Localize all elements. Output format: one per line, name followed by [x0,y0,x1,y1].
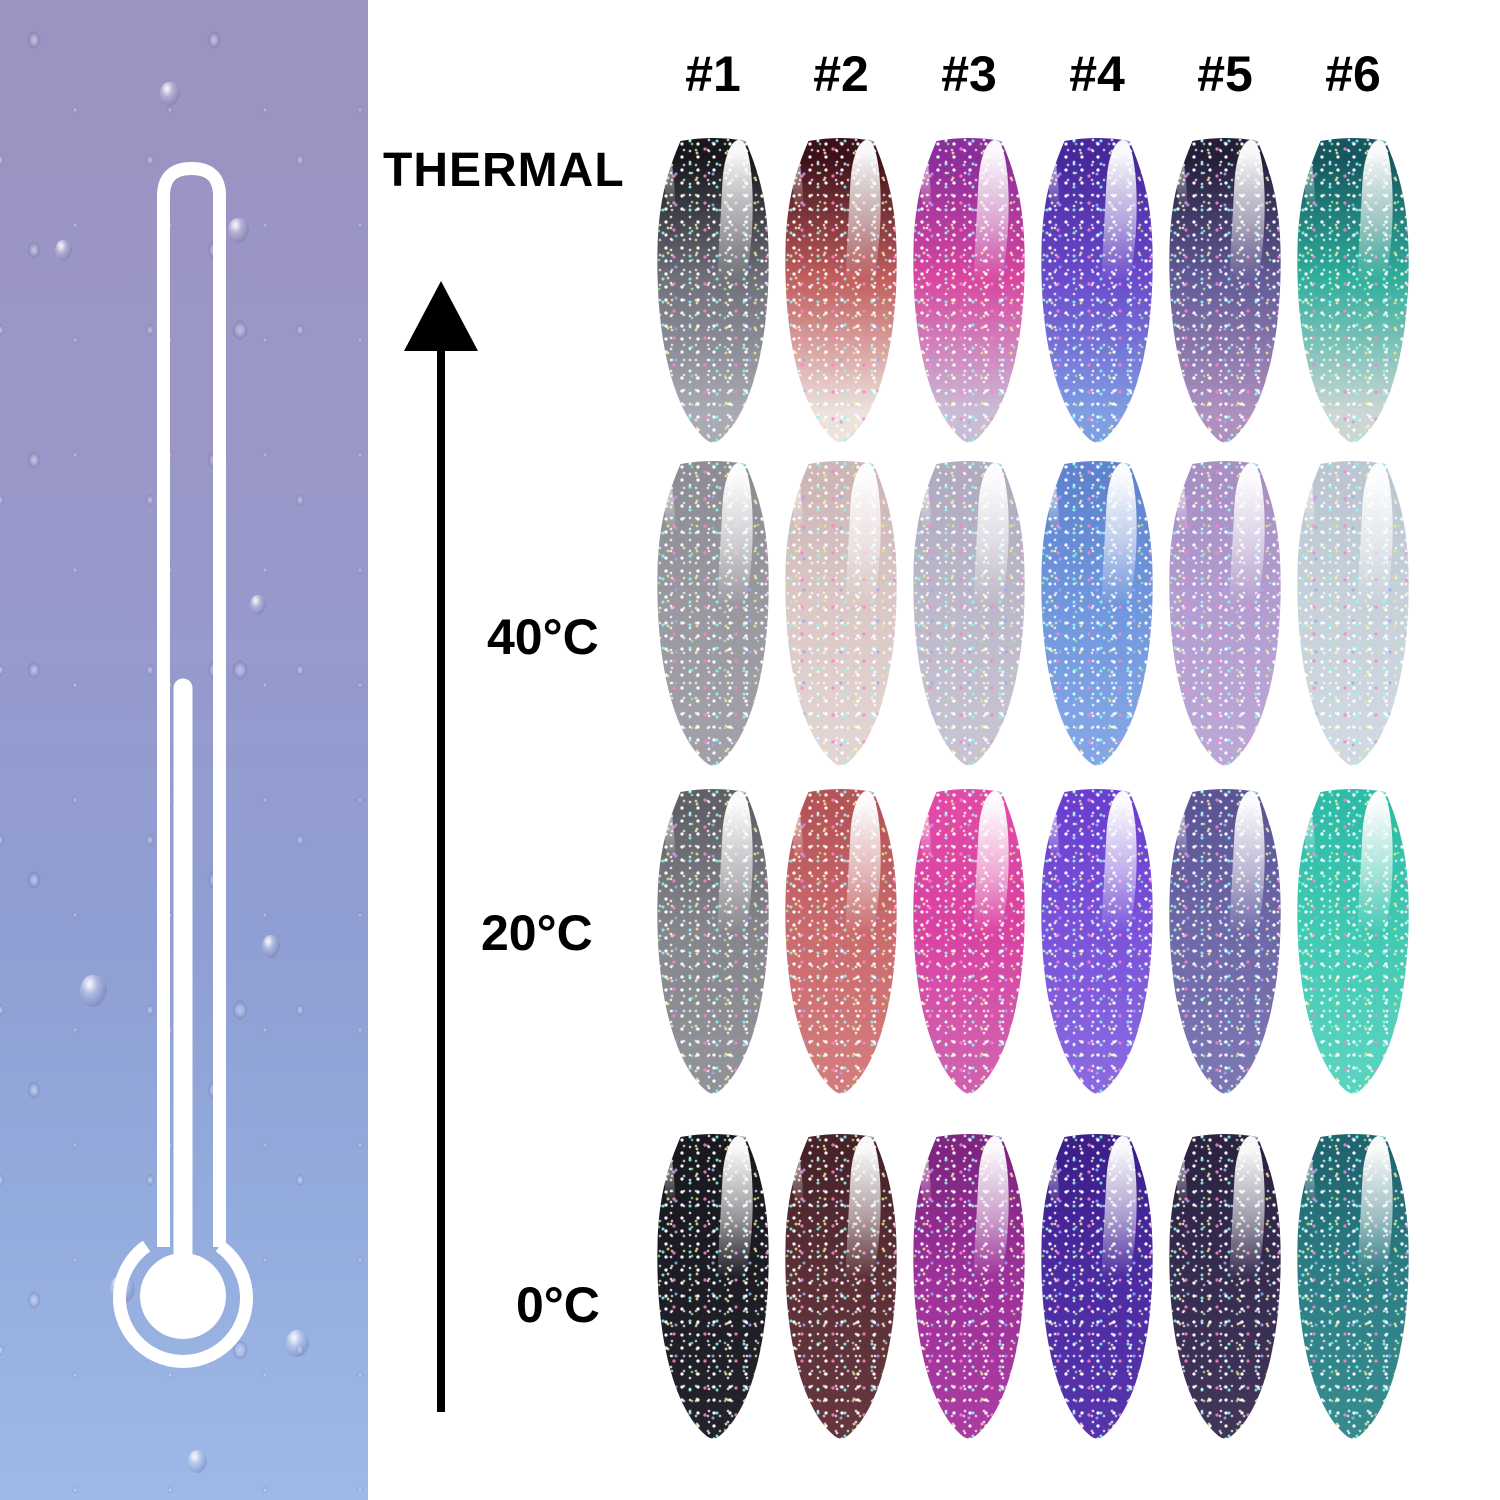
nail-swatch-5 [1169,137,1282,443]
nail-swatch-5 [1169,1133,1282,1439]
swatch-slot [1161,1133,1289,1439]
column-header-4: #4 [1069,46,1125,102]
nail-swatch-1 [657,1133,770,1439]
nail-swatch-1 [657,788,770,1094]
thermal-label: THERMAL [383,144,625,197]
temp-label-20c: 20°C [481,905,593,961]
swatch-slot [1161,460,1289,766]
swatch-slot [649,137,777,443]
water-drop [262,935,280,958]
swatch-slot [777,1133,905,1439]
swatch-slot [649,788,777,1094]
column-header-5: #5 [1197,46,1253,102]
nail-swatch-6 [1297,137,1410,443]
water-drop [228,218,249,243]
thermometer-panel [0,0,368,1500]
swatch-slot [1289,460,1417,766]
swatch-slot [905,1133,1033,1439]
temp-label-0c: 0°C [516,1277,600,1333]
swatch-slot [1033,137,1161,443]
temp-label-40c: 40°C [487,609,599,665]
water-drop [55,240,72,261]
nail-swatch-2 [785,788,898,1094]
swatch-row-20c [649,788,1417,1094]
nail-swatch-4 [1041,460,1154,766]
nail-swatch-4 [1041,137,1154,443]
arrow-shaft [437,347,445,1412]
column-headers: #1 #2 #3 #4 #5 #6 [649,48,1417,100]
nail-swatch-3 [913,1133,1026,1439]
swatch-slot [649,460,777,766]
swatch-slot [1289,137,1417,443]
nail-swatch-2 [785,460,898,766]
nail-swatch-3 [913,788,1026,1094]
swatch-slot [1033,460,1161,766]
swatch-slot [777,137,905,443]
column-header-3: #3 [941,46,997,102]
swatch-slot [1033,1133,1161,1439]
swatch-row-thermal [649,137,1417,443]
swatch-slot [905,788,1033,1094]
swatch-slot [777,460,905,766]
column-header-2: #2 [813,46,869,102]
column-header-1: #1 [685,46,741,102]
nail-swatch-6 [1297,1133,1410,1439]
column-header-6: #6 [1325,46,1381,102]
nail-swatch-2 [785,1133,898,1439]
swatch-row-0c [649,1133,1417,1439]
thermometer-icon [113,161,253,1368]
water-drop [286,1330,309,1357]
swatch-slot [1033,788,1161,1094]
swatch-grid [649,0,1417,1500]
nail-swatch-6 [1297,460,1410,766]
water-drop [188,1450,207,1473]
nail-swatch-5 [1169,460,1282,766]
water-drop [80,975,107,1007]
nail-swatch-1 [657,460,770,766]
swatch-row-40c [649,460,1417,766]
swatch-slot [649,1133,777,1439]
nail-swatch-3 [913,137,1026,443]
swatch-slot [1289,788,1417,1094]
swatch-slot [905,460,1033,766]
swatch-slot [1161,788,1289,1094]
nail-swatch-5 [1169,788,1282,1094]
arrow-head [404,281,478,351]
nail-swatch-4 [1041,1133,1154,1439]
nail-swatch-4 [1041,788,1154,1094]
water-drop [160,82,180,106]
swatch-slot [777,788,905,1094]
swatch-slot [1161,137,1289,443]
nail-swatch-6 [1297,788,1410,1094]
nail-swatch-1 [657,137,770,443]
swatch-slot [905,137,1033,443]
nail-swatch-3 [913,460,1026,766]
nail-swatch-2 [785,137,898,443]
swatch-slot [1289,1133,1417,1439]
water-drop [250,595,266,615]
